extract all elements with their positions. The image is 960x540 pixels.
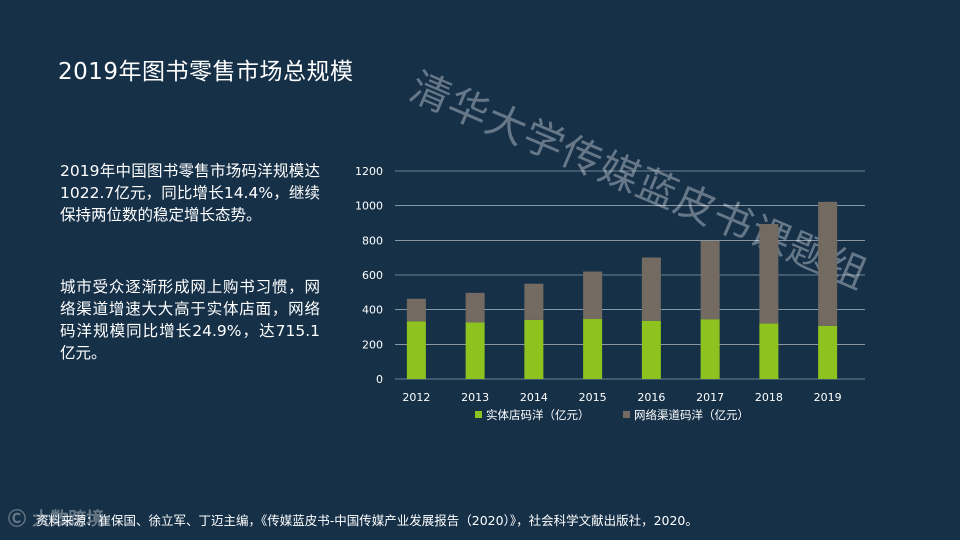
bar-physical (818, 325, 838, 379)
x-tick-label: 2014 (520, 391, 548, 404)
bar-online (818, 201, 838, 326)
bar-physical (583, 319, 603, 379)
logo-icon: Ⓒ (8, 509, 26, 530)
bar-online (641, 257, 661, 321)
x-tick-label: 2018 (755, 391, 783, 404)
bar-physical (465, 322, 485, 379)
y-tick-label: 400 (362, 304, 383, 317)
x-tick-label: 2012 (402, 391, 430, 404)
source-footnote: 资料来源：崔保国、徐立军、丁迈主编，《传媒蓝皮书-中国传媒产业发展报告（2020… (36, 513, 698, 528)
x-tick-label: 2016 (637, 391, 665, 404)
bar-online (759, 224, 779, 324)
bar-online (583, 271, 603, 320)
x-tick-label: 2013 (461, 391, 489, 404)
y-tick-label: 600 (362, 269, 383, 282)
bar-physical (700, 319, 720, 379)
legend-label-online: 网络渠道码洋（亿元） (634, 408, 749, 422)
x-tick-label: 2019 (814, 391, 842, 404)
bar-physical (641, 320, 661, 379)
logo: Ⓒ 大数跨境 (8, 505, 104, 531)
bar-physical (524, 319, 544, 379)
bar-online (524, 283, 544, 320)
x-tick-label: 2017 (696, 391, 724, 404)
x-tick-label: 2015 (579, 391, 607, 404)
legend-swatch-online (623, 411, 630, 418)
bar-online (406, 298, 426, 322)
bar-physical (759, 323, 779, 379)
y-tick-label: 1200 (355, 165, 383, 178)
y-tick-label: 0 (376, 373, 383, 386)
legend-swatch-physical (475, 411, 482, 418)
slide-title: 2019年图书零售市场总规模 (58, 59, 354, 85)
bar-online (700, 241, 720, 320)
legend-label-physical: 实体店码洋（亿元） (486, 408, 590, 422)
summary-paragraph: 2019年中国图书零售市场码洋规模达1022.7亿元，同比增长14.4%，继续保… (60, 162, 320, 224)
online-paragraph: 城市受众逐渐形成网上购书习惯，网络渠道增速大大高于实体店面，网络码洋规模同比增长… (60, 278, 320, 362)
logo-text: 大数跨境 (32, 509, 105, 530)
y-tick-label: 800 (362, 234, 383, 247)
bar-physical (406, 321, 426, 379)
stacked-bar-chart: 0 200 400 600 800 1000 1200 2012 2013 2014 2015 201… (355, 165, 865, 422)
y-tick-label: 1000 (355, 200, 383, 213)
bar-online (465, 292, 485, 323)
y-tick-label: 200 (362, 338, 383, 351)
